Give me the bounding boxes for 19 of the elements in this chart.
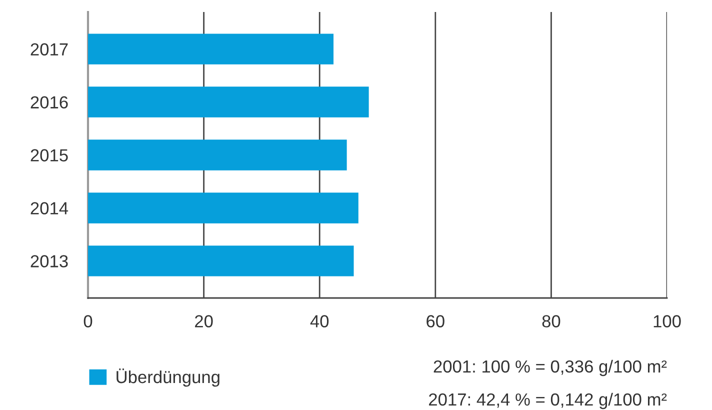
- x-tick-label: 20: [195, 315, 213, 328]
- bar: [88, 140, 347, 170]
- y-tick-label: 2017: [30, 43, 68, 56]
- y-tick-label: 2014: [30, 202, 68, 214]
- x-tick-label: 100: [654, 315, 681, 328]
- bar: [88, 86, 369, 118]
- x-tick-label: 0: [84, 315, 92, 328]
- text: 2001: 100 % = 0,336 g/100 m²: [434, 360, 667, 376]
- x-tick-label: 80: [542, 315, 560, 328]
- legend-label: Überdüngung: [116, 368, 220, 387]
- x-tick-label: 60: [426, 315, 444, 328]
- bar: [88, 34, 334, 64]
- bar: [88, 246, 354, 276]
- bar: [88, 192, 358, 224]
- y-tick-label: 2013: [30, 255, 68, 268]
- y-tick-label: 2015: [30, 149, 68, 162]
- text: 2017: 42,4 % = 0,142 g/100 m²: [429, 392, 667, 410]
- x-tick-label: 40: [310, 315, 329, 328]
- y-tick-label: 2016: [30, 96, 68, 108]
